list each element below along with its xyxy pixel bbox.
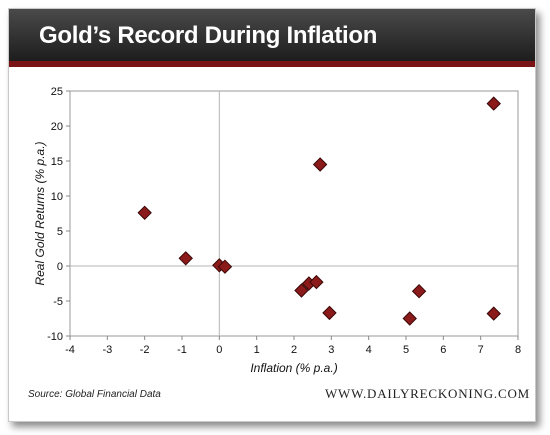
x-tick-label: -3: [102, 344, 112, 356]
y-tick-label: 15: [51, 156, 63, 168]
data-point: [411, 283, 427, 299]
x-tick-label: 2: [291, 344, 297, 356]
x-tick-label: 7: [478, 344, 484, 356]
x-tick-label: -1: [177, 344, 187, 356]
chart-title: Gold’s Record During Inflation: [39, 22, 378, 49]
data-point: [137, 205, 152, 221]
y-tick-label: 25: [51, 86, 63, 98]
chart-card: Gold’s Record During Inflation: [8, 8, 536, 422]
x-tick-label: -2: [140, 344, 150, 356]
x-tick-label: 4: [366, 344, 372, 356]
x-tick-label: -4: [65, 344, 75, 356]
data-point: [486, 306, 501, 321]
title-bar: Gold’s Record During Inflation: [9, 9, 535, 67]
plot-frame: [69, 90, 519, 337]
x-axis-label: Inflation (% p.a.): [250, 361, 337, 375]
x-tick-label: 1: [254, 344, 260, 356]
data-point: [294, 283, 309, 298]
y-tick-label: 20: [51, 121, 63, 133]
data-point: [178, 251, 193, 266]
data-point: [402, 311, 417, 326]
x-tick-label: 5: [403, 344, 409, 356]
y-axis-label: Real Gold Returns (% p.a.): [33, 141, 47, 285]
x-tick-label: 6: [440, 344, 446, 356]
data-point: [322, 305, 337, 321]
data-point: [312, 157, 328, 172]
data-point: [217, 259, 233, 274]
y-tick-label: 5: [57, 226, 63, 238]
x-tick-label: 0: [216, 344, 222, 356]
x-tick-label: 8: [515, 344, 521, 356]
data-point: [309, 274, 324, 290]
x-tick-label: 3: [328, 344, 334, 356]
data-point: [486, 96, 501, 111]
site-url: WWW.DAILYRECKONING.COM: [324, 386, 530, 401]
y-tick-label: -5: [53, 296, 63, 308]
y-tick-label: 10: [51, 191, 63, 203]
y-tick-label: 0: [57, 261, 63, 273]
y-tick-label: -10: [47, 331, 63, 343]
source-note: Source: Global Financial Data: [28, 389, 161, 400]
